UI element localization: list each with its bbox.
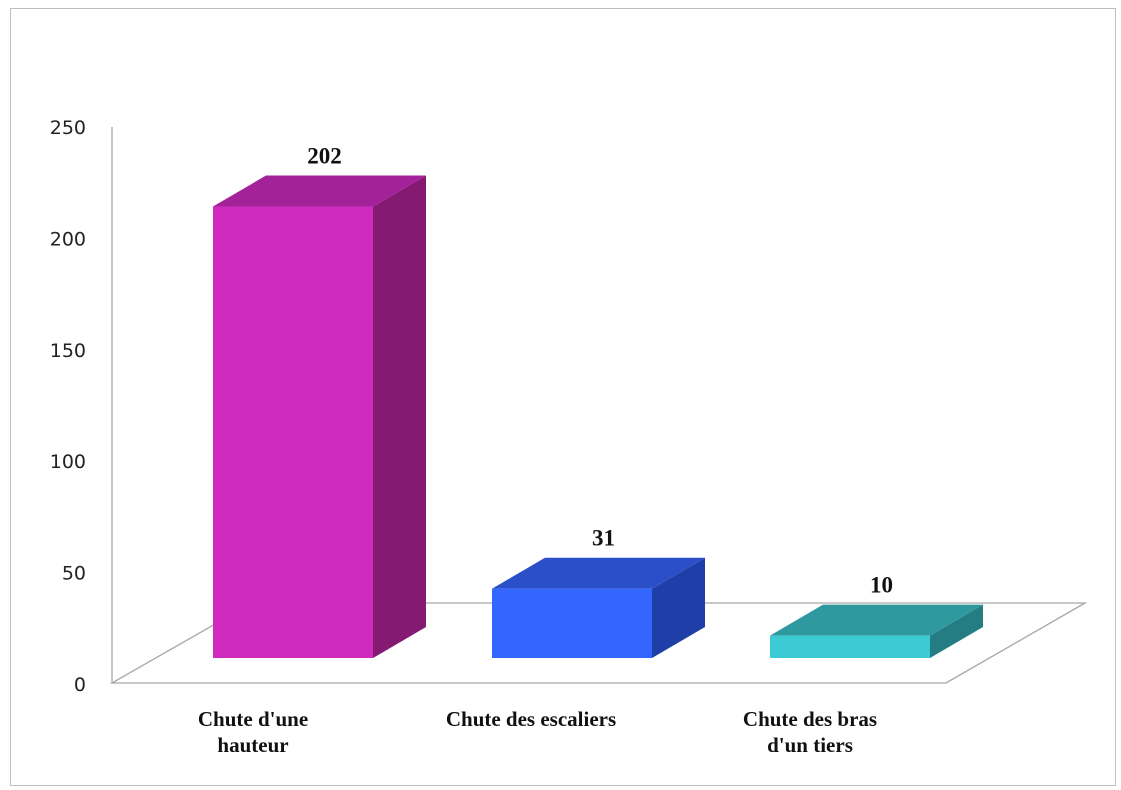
bars xyxy=(213,175,983,658)
bar-2 xyxy=(492,557,705,658)
bar-3 xyxy=(770,604,983,658)
y-tick-label: 100 xyxy=(50,451,86,473)
bar-top-face xyxy=(213,175,426,207)
y-tick-label: 200 xyxy=(50,228,86,250)
bar-front-face xyxy=(770,635,930,658)
bar-side-face xyxy=(930,604,983,658)
bar-side-face xyxy=(373,175,426,658)
data-label: 10 xyxy=(870,573,893,598)
y-axis: 0 50 100 150 200 250 xyxy=(50,117,113,696)
bar-1 xyxy=(213,175,426,658)
y-tick-label: 150 xyxy=(50,340,86,362)
bar-top-face xyxy=(492,557,705,589)
category-label: Chute des escaliers xyxy=(445,707,617,731)
data-labels: 202 31 10 xyxy=(307,144,893,598)
y-tick-label: 250 xyxy=(50,117,86,139)
y-tick-label: 50 xyxy=(62,563,86,585)
category-label: Chute d'une hauteur xyxy=(197,707,309,757)
bar-top-face xyxy=(770,604,983,636)
bar-front-face xyxy=(492,588,652,658)
y-tick-label: 0 xyxy=(74,674,86,696)
data-label: 202 xyxy=(307,144,342,169)
data-label: 31 xyxy=(592,526,615,551)
bar-side-face xyxy=(652,557,705,658)
category-label: Chute des bras d'un tiers xyxy=(742,707,878,757)
bar-front-face xyxy=(213,206,373,658)
